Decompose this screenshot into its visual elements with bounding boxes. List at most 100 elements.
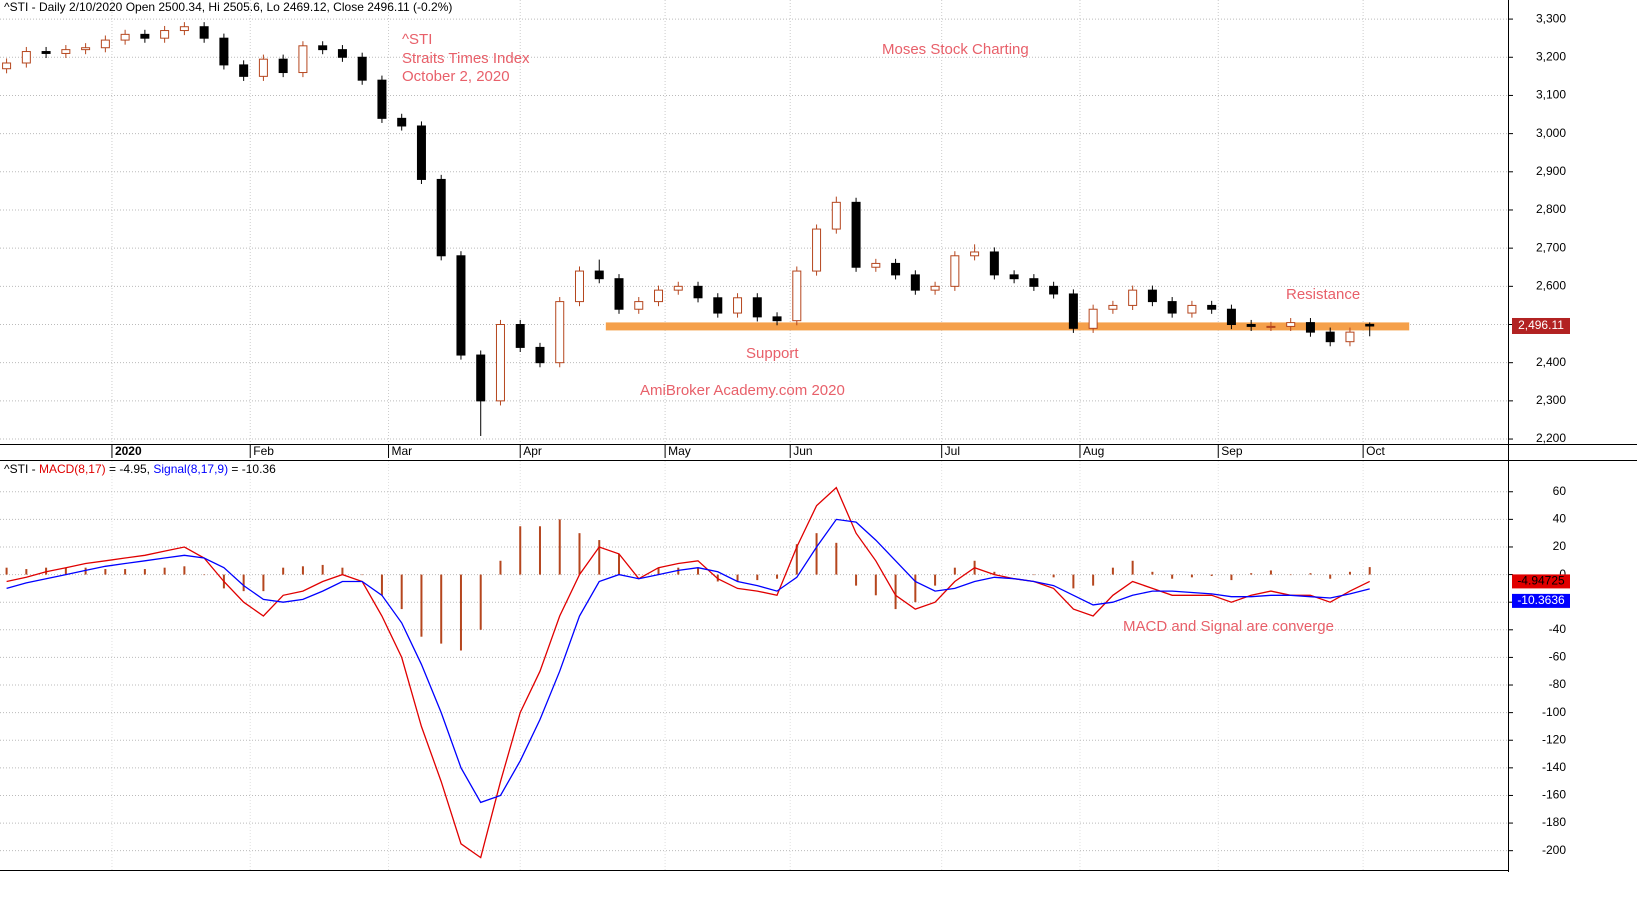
histogram-bar — [677, 567, 680, 575]
x-tick-label: Aug — [1083, 444, 1104, 458]
candle-body — [871, 262, 881, 268]
histogram-bar — [598, 540, 601, 575]
histogram-bar — [380, 574, 383, 596]
legend-entry: Signal(8,17,9) — [153, 462, 228, 476]
candle-body — [179, 26, 189, 32]
candle-body — [535, 346, 545, 364]
candle-body — [2, 62, 12, 70]
histogram-bar — [499, 560, 502, 575]
histogram-bar — [578, 533, 581, 575]
y-tick-label: -60 — [1549, 650, 1567, 664]
histogram-bar — [618, 553, 621, 575]
candle-body — [1068, 293, 1078, 329]
annotation: Support — [746, 345, 799, 362]
y-tick-label: 40 — [1553, 512, 1567, 526]
candle-body — [891, 262, 901, 276]
candle-body — [199, 26, 209, 39]
annotation: Straits Times Index — [402, 50, 530, 67]
y-tick-label: 60 — [1553, 484, 1567, 498]
histogram-bar — [1309, 573, 1312, 575]
y-tick-label: -80 — [1549, 677, 1567, 691]
candle-body — [851, 201, 861, 268]
candle-body — [673, 285, 683, 291]
y-tick-label: 3,000 — [1536, 126, 1566, 140]
candle-body — [239, 64, 249, 77]
x-tick-label: Jun — [793, 444, 812, 458]
histogram-bar — [282, 567, 285, 575]
candle-body — [634, 301, 644, 310]
candle-body — [930, 285, 940, 291]
y-tick-label: 3,300 — [1536, 11, 1566, 25]
histogram-bar — [5, 567, 8, 575]
x-tick-label: Apr — [523, 444, 542, 458]
histogram-bar — [855, 574, 858, 586]
indicator-title: ^STI - MACD(8,17) = -4.95, Signal(8,17,9… — [4, 462, 276, 476]
histogram-bar — [301, 566, 304, 575]
y-tick-label: -100 — [1542, 705, 1566, 719]
histogram-bar — [104, 569, 107, 575]
histogram-bar — [934, 574, 937, 586]
candle-body — [594, 270, 604, 280]
candle-body — [397, 117, 407, 127]
histogram-bar — [84, 567, 87, 575]
candle-body — [298, 45, 308, 74]
histogram-bar — [143, 569, 146, 575]
candle-body — [1286, 322, 1296, 327]
candle-body — [1187, 304, 1197, 314]
candle-body — [1246, 324, 1256, 327]
candle-body — [1325, 331, 1335, 343]
candle-body — [61, 49, 71, 54]
histogram-bar — [64, 567, 67, 575]
y-tick-label: 3,100 — [1536, 88, 1566, 102]
histogram-bar — [361, 574, 364, 576]
candle-body — [812, 228, 822, 272]
y-tick-label: -200 — [1542, 843, 1566, 857]
histogram-bar — [1348, 571, 1351, 575]
candle-body — [357, 56, 367, 81]
candle-body — [258, 58, 268, 77]
y-tick-label: -120 — [1542, 732, 1566, 746]
candle-body — [100, 39, 110, 49]
x-tick-label: Jul — [945, 444, 960, 458]
x-tick-label: Mar — [392, 444, 413, 458]
histogram-bar — [874, 574, 877, 596]
candle-body — [1305, 322, 1315, 333]
candle-body — [1167, 301, 1177, 314]
histogram-bar — [637, 574, 640, 576]
histogram-bar — [479, 574, 482, 630]
series-line — [6, 518, 1370, 804]
candle-body — [1088, 308, 1098, 329]
candle-body — [752, 297, 762, 318]
candle-body — [1009, 274, 1019, 280]
candle-body — [41, 51, 51, 54]
histogram-bar — [1368, 567, 1371, 575]
candle-body — [693, 285, 703, 299]
candle-body — [160, 30, 170, 39]
annotation: MACD and Signal are converge — [1123, 618, 1334, 635]
histogram-bar — [776, 574, 779, 579]
series-line — [6, 486, 1370, 859]
histogram-bar — [1111, 567, 1114, 575]
histogram-bar — [993, 571, 996, 575]
histogram-bar — [697, 567, 700, 575]
histogram-bar — [795, 544, 798, 575]
histogram-bar — [1250, 573, 1253, 575]
candle-body — [1029, 278, 1039, 287]
histogram-bar — [1329, 574, 1332, 579]
candle-body — [772, 316, 782, 322]
candle-body — [910, 274, 920, 291]
histogram-bar — [262, 574, 265, 592]
candle-body — [574, 270, 584, 303]
value-badge-label: 2,496.11 — [1518, 318, 1564, 332]
histogram-bar — [163, 567, 166, 575]
histogram-bar — [953, 567, 956, 575]
histogram-bar — [1269, 570, 1272, 575]
histogram-bar — [420, 574, 423, 637]
histogram-bar — [894, 574, 897, 610]
histogram-bar — [1230, 574, 1233, 581]
candle-body — [120, 33, 130, 41]
x-tick-label: May — [668, 444, 691, 458]
histogram-bar — [400, 574, 403, 610]
